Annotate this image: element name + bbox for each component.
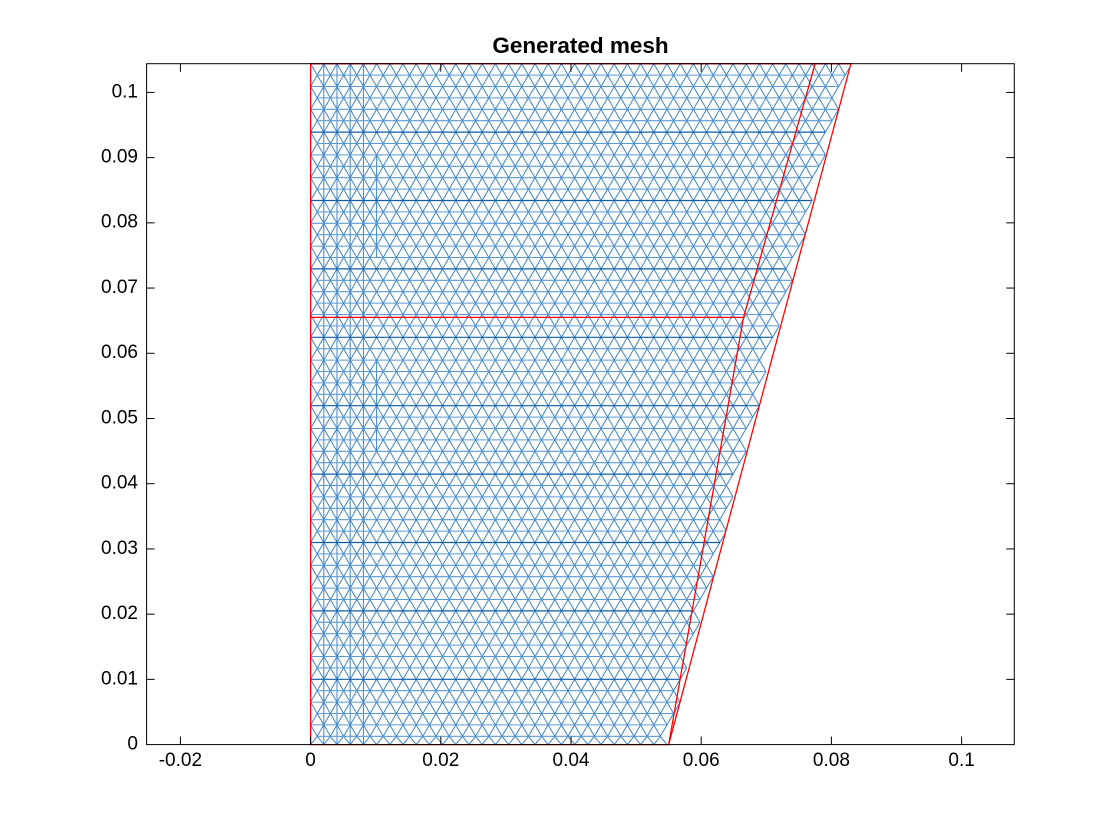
svg-text:0: 0 xyxy=(127,734,138,755)
svg-text:0.04: 0.04 xyxy=(101,473,138,494)
svg-text:0.08: 0.08 xyxy=(101,212,138,233)
svg-text:0.07: 0.07 xyxy=(101,277,138,298)
svg-text:0.01: 0.01 xyxy=(101,668,138,689)
svg-text:0.03: 0.03 xyxy=(101,538,138,559)
svg-text:Generated mesh: Generated mesh xyxy=(492,33,668,58)
svg-text:0.02: 0.02 xyxy=(422,750,459,771)
svg-text:0.02: 0.02 xyxy=(101,603,138,624)
svg-text:0: 0 xyxy=(305,750,316,771)
svg-text:0.05: 0.05 xyxy=(101,407,138,428)
svg-text:0.1: 0.1 xyxy=(112,81,138,102)
svg-text:0.06: 0.06 xyxy=(101,342,138,363)
svg-text:0.06: 0.06 xyxy=(683,750,720,771)
svg-text:0.04: 0.04 xyxy=(553,750,590,771)
svg-text:-0.02: -0.02 xyxy=(159,750,202,771)
svg-text:0.09: 0.09 xyxy=(101,147,138,168)
svg-text:0.1: 0.1 xyxy=(948,750,974,771)
svg-text:0.08: 0.08 xyxy=(813,750,850,771)
